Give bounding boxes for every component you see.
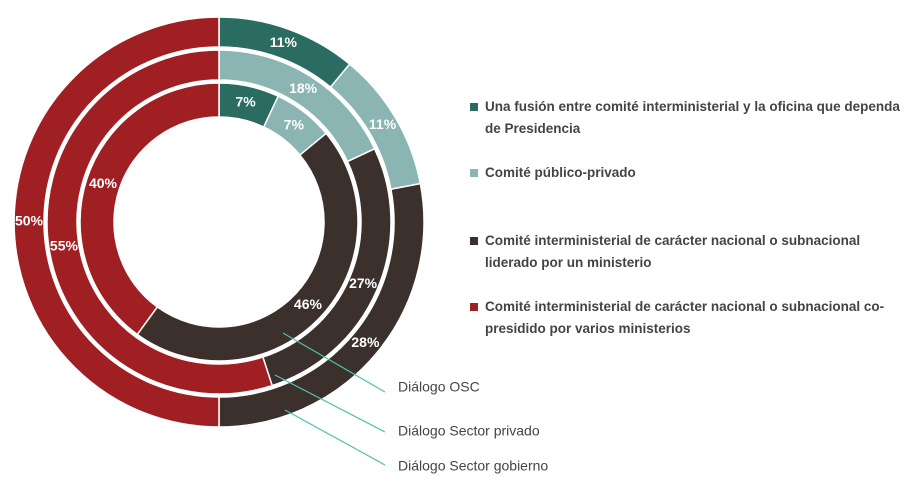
data-label: 11% xyxy=(369,116,397,132)
donut-segment xyxy=(79,82,220,336)
legend-item: Una fusión entre comité interministerial… xyxy=(470,96,900,140)
data-label: 28% xyxy=(351,334,380,350)
donut-segment xyxy=(46,49,274,395)
data-label: 7% xyxy=(284,116,305,132)
legend-label: Una fusión entre comité interministerial… xyxy=(485,99,900,136)
leader-line xyxy=(282,332,386,393)
legend-swatch xyxy=(470,169,478,177)
legend-item: Comité público-privado xyxy=(470,162,900,184)
legend-swatch xyxy=(470,103,478,111)
legend-item: Comité interministerial de carácter naci… xyxy=(470,296,900,340)
legend-label: Comité interministerial de carácter naci… xyxy=(485,299,885,336)
data-label: 27% xyxy=(349,275,378,291)
ring-label: Diálogo Sector privado xyxy=(398,423,540,439)
data-label: 7% xyxy=(235,94,256,110)
data-label: 18% xyxy=(289,80,318,96)
data-label: 55% xyxy=(50,237,79,253)
data-label: 40% xyxy=(89,175,118,191)
legend-swatch xyxy=(470,303,478,311)
ring-label: Diálogo Sector gobierno xyxy=(398,458,548,474)
donut-segment xyxy=(136,132,359,362)
legend-swatch xyxy=(470,237,478,245)
legend-label: Comité público-privado xyxy=(485,165,636,180)
legend-item: Comité interministerial de carácter naci… xyxy=(470,230,900,274)
leader-line xyxy=(274,374,386,433)
legend-label: Comité interministerial de carácter naci… xyxy=(485,233,861,270)
ring-label: Diálogo OSC xyxy=(398,379,480,395)
data-label: 46% xyxy=(294,296,323,312)
leader-line xyxy=(284,409,386,466)
donut-segment xyxy=(13,16,220,428)
data-label: 50% xyxy=(15,213,44,229)
data-label: 11% xyxy=(270,34,298,50)
